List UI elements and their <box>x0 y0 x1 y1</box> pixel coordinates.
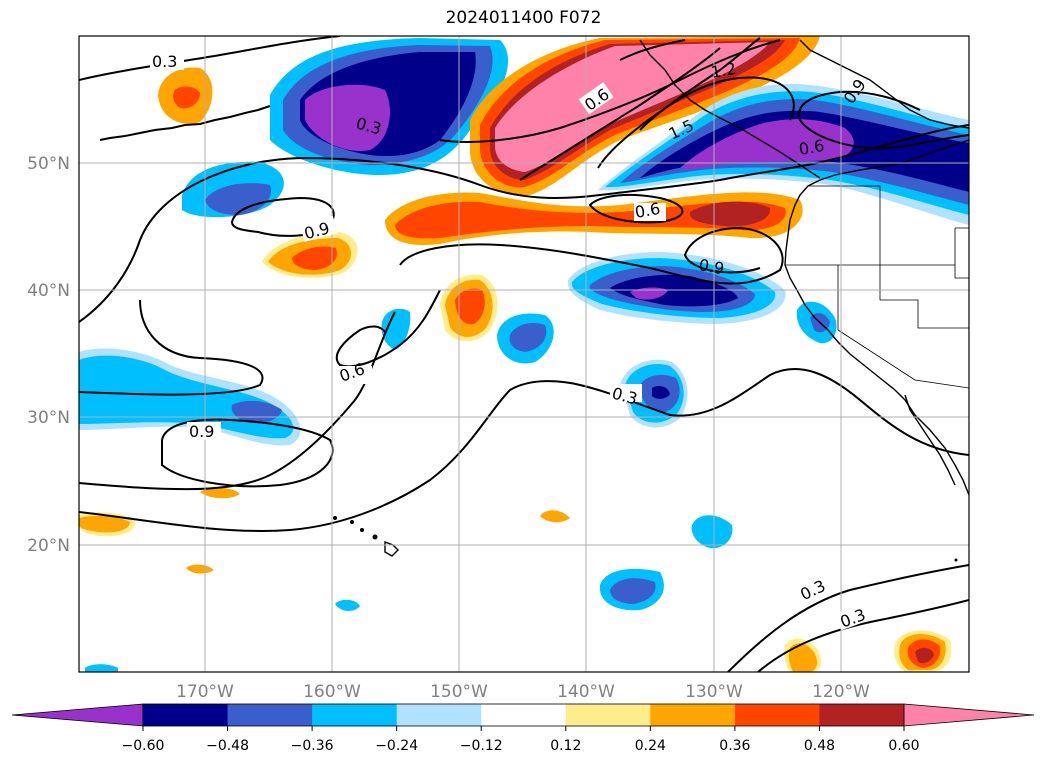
colorbar-tick-label: 0.36 <box>719 738 750 754</box>
colorbar-extend-low <box>11 703 144 727</box>
lon-label: 150°W <box>430 682 488 702</box>
colorbar-tick-label: 0.24 <box>635 738 666 754</box>
colorbar-tick-label: 0.60 <box>888 738 919 754</box>
lat-label: 20°N <box>27 536 70 556</box>
islands <box>99 105 958 562</box>
longitude-labels: 170°W 160°W 150°W 140°W 130°W 120°W <box>176 682 870 702</box>
lat-label: 50°N <box>27 154 70 174</box>
colorbar-tick-label: −0.60 <box>122 738 165 754</box>
colorbar: −0.60 −0.48 −0.36 −0.24 −0.12 0.12 0.24 0.36 0.4… <box>11 703 1035 754</box>
colorbar-tick-label: 0.48 <box>804 738 835 754</box>
colorbar-tick-label: 0.12 <box>550 738 581 754</box>
lon-label: 140°W <box>557 682 615 702</box>
lat-label: 40°N <box>27 281 70 301</box>
colorbar-segment <box>650 704 736 726</box>
colorbar-extend-high <box>903 703 1035 727</box>
gridlines <box>79 36 969 672</box>
colorbar-segment <box>312 704 398 726</box>
lon-label: 160°W <box>303 682 361 702</box>
lat-label: 30°N <box>27 408 70 428</box>
colorbar-tick-label: −0.48 <box>206 738 249 754</box>
contour-label: 0.9 <box>189 422 214 441</box>
lon-label: 170°W <box>176 682 234 702</box>
filled-shading <box>79 36 969 672</box>
map-frame <box>78 35 970 673</box>
lon-label: 120°W <box>812 682 870 702</box>
colorbar-tick-label: −0.12 <box>460 738 503 754</box>
map-area: 0.3 0.3 0.6 1.2 1.5 0.9 0.9 0.6 0.6 0.9 … <box>79 36 969 672</box>
borders <box>785 185 969 389</box>
colorbar-segment <box>565 704 651 726</box>
colorbar-segment <box>819 704 905 726</box>
contour-label: 0.3 <box>152 52 177 71</box>
contour-label: 0.9 <box>697 255 725 278</box>
colorbar-tick-label: −0.24 <box>375 738 418 754</box>
latitude-labels: 50°N 40°N 30°N 20°N <box>27 154 70 556</box>
colorbar-segment <box>481 704 567 726</box>
contour-label: 0.6 <box>797 136 825 159</box>
map-title: 2024011400 F072 <box>445 8 602 28</box>
colorbar-segment <box>396 704 482 726</box>
contour-label: 0.6 <box>633 199 661 222</box>
colorbar-segment <box>143 704 229 726</box>
colorbar-segment <box>227 704 313 726</box>
coastlines <box>639 39 969 496</box>
contour-label: 1.2 <box>709 59 737 82</box>
colorbar-tick-label: −0.36 <box>291 738 334 754</box>
colorbar-frame <box>142 703 905 727</box>
colorbar-segment <box>734 704 820 726</box>
lon-label: 130°W <box>685 682 743 702</box>
